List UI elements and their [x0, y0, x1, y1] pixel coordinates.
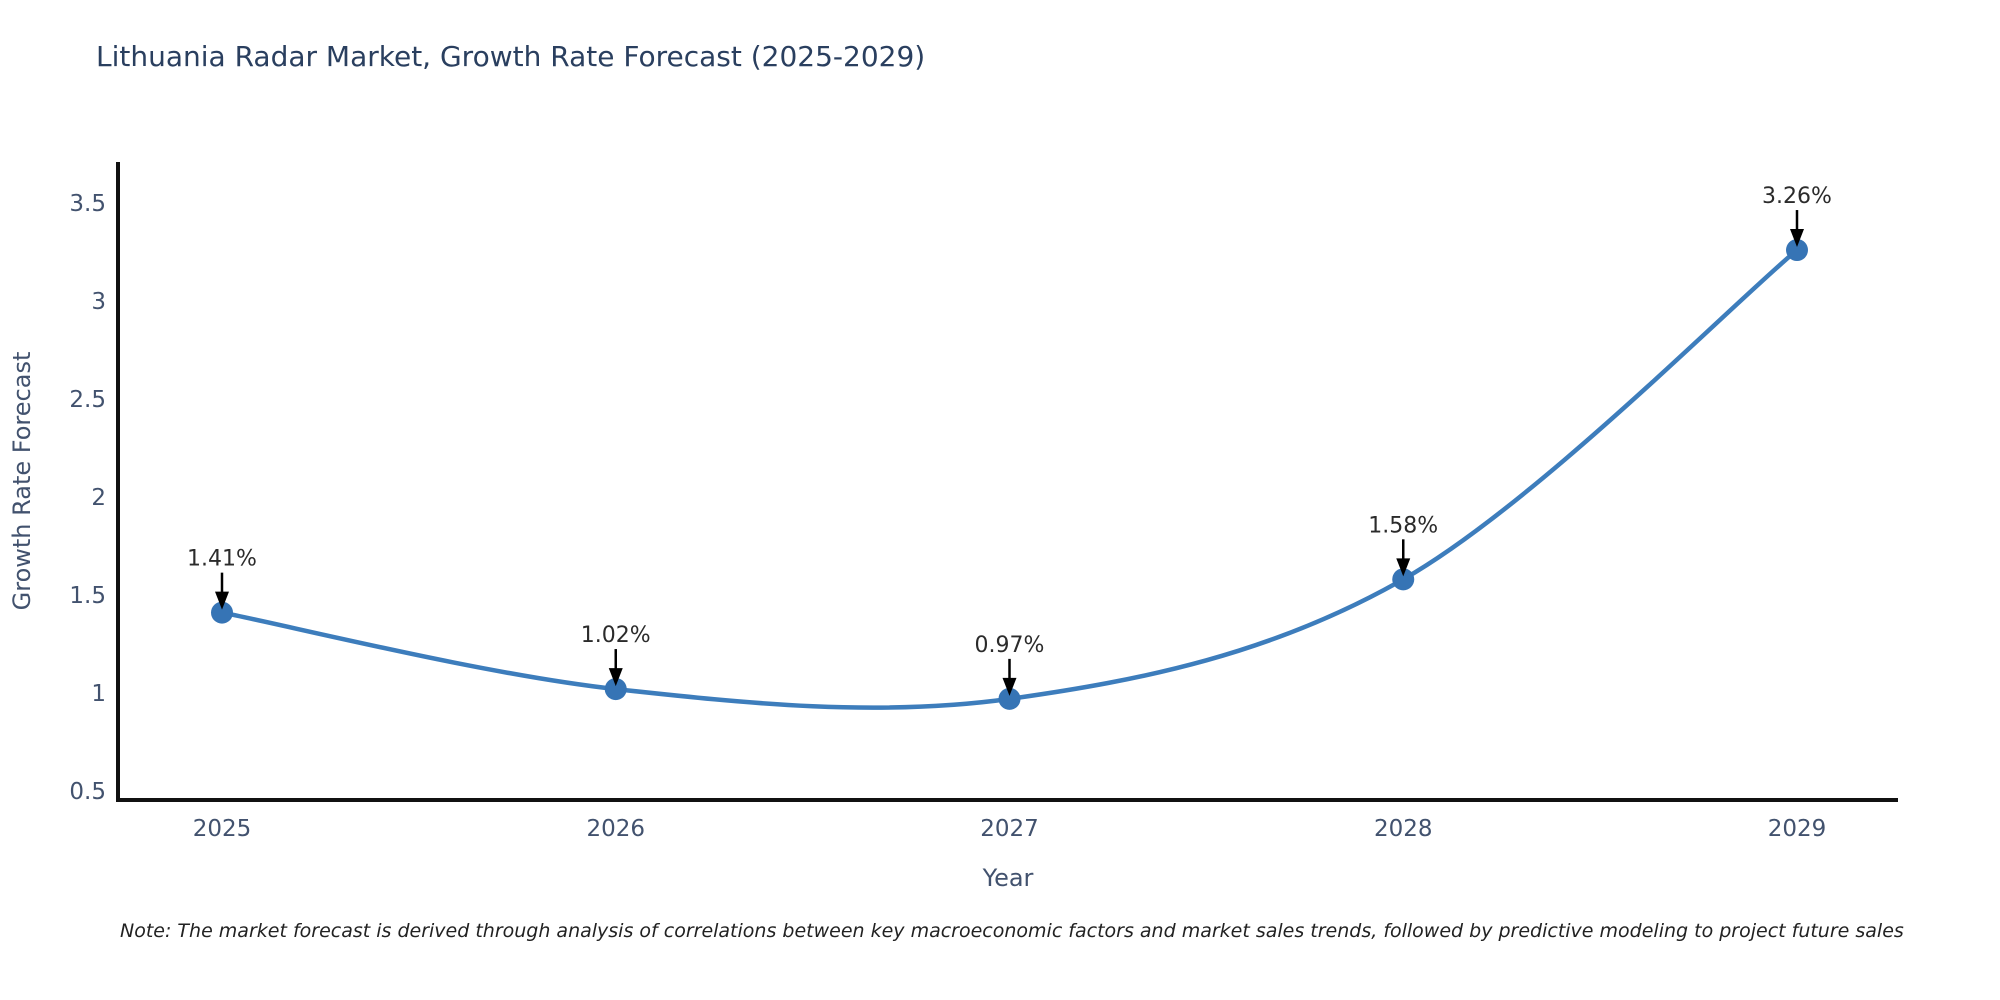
- y-axis-tick-label: 3: [91, 289, 106, 315]
- y-axis-tick-label: 1.5: [69, 583, 106, 609]
- data-point-marker[interactable]: [998, 687, 1021, 710]
- annotation-arrowhead-icon: [1790, 229, 1804, 248]
- x-axis-tick-label: 2029: [1768, 816, 1827, 842]
- x-axis-tick-label: 2028: [1374, 816, 1433, 842]
- x-axis-tick-label: 2026: [586, 816, 645, 842]
- x-axis-tick-label: 2025: [193, 816, 252, 842]
- y-axis-tick-label: 0.5: [69, 779, 106, 805]
- note-text: Note: The market forecast is derived thr…: [120, 920, 1904, 942]
- data-point-marker[interactable]: [1786, 239, 1808, 262]
- y-axis-title: Growth Rate Forecast: [8, 352, 36, 611]
- x-axis-title: Year: [982, 864, 1034, 892]
- annotation-arrowhead-icon: [1002, 677, 1017, 696]
- y-axis-tick-label: 2.5: [69, 387, 106, 413]
- annotation-arrowhead-icon: [1396, 558, 1411, 577]
- chart-title: Lithuania Radar Market, Growth Rate Fore…: [96, 40, 926, 73]
- data-point-marker[interactable]: [211, 601, 233, 624]
- y-axis-tick-label: 2: [91, 485, 106, 511]
- data-point-marker[interactable]: [1392, 568, 1415, 591]
- data-point-label: 0.97%: [975, 633, 1045, 658]
- y-axis-tick-label: 3.5: [69, 191, 106, 217]
- annotation-arrowhead-icon: [608, 668, 623, 687]
- data-point-label: 1.58%: [1368, 513, 1438, 538]
- x-axis-tick-label: 2027: [980, 816, 1039, 842]
- data-point-label: 1.02%: [581, 623, 651, 648]
- annotation-arrowhead-icon: [215, 591, 229, 610]
- data-point-label: 3.26%: [1762, 184, 1832, 209]
- data-point-label: 1.41%: [187, 547, 257, 572]
- y-axis-tick-label: 1: [91, 681, 106, 707]
- data-point-marker[interactable]: [604, 678, 627, 701]
